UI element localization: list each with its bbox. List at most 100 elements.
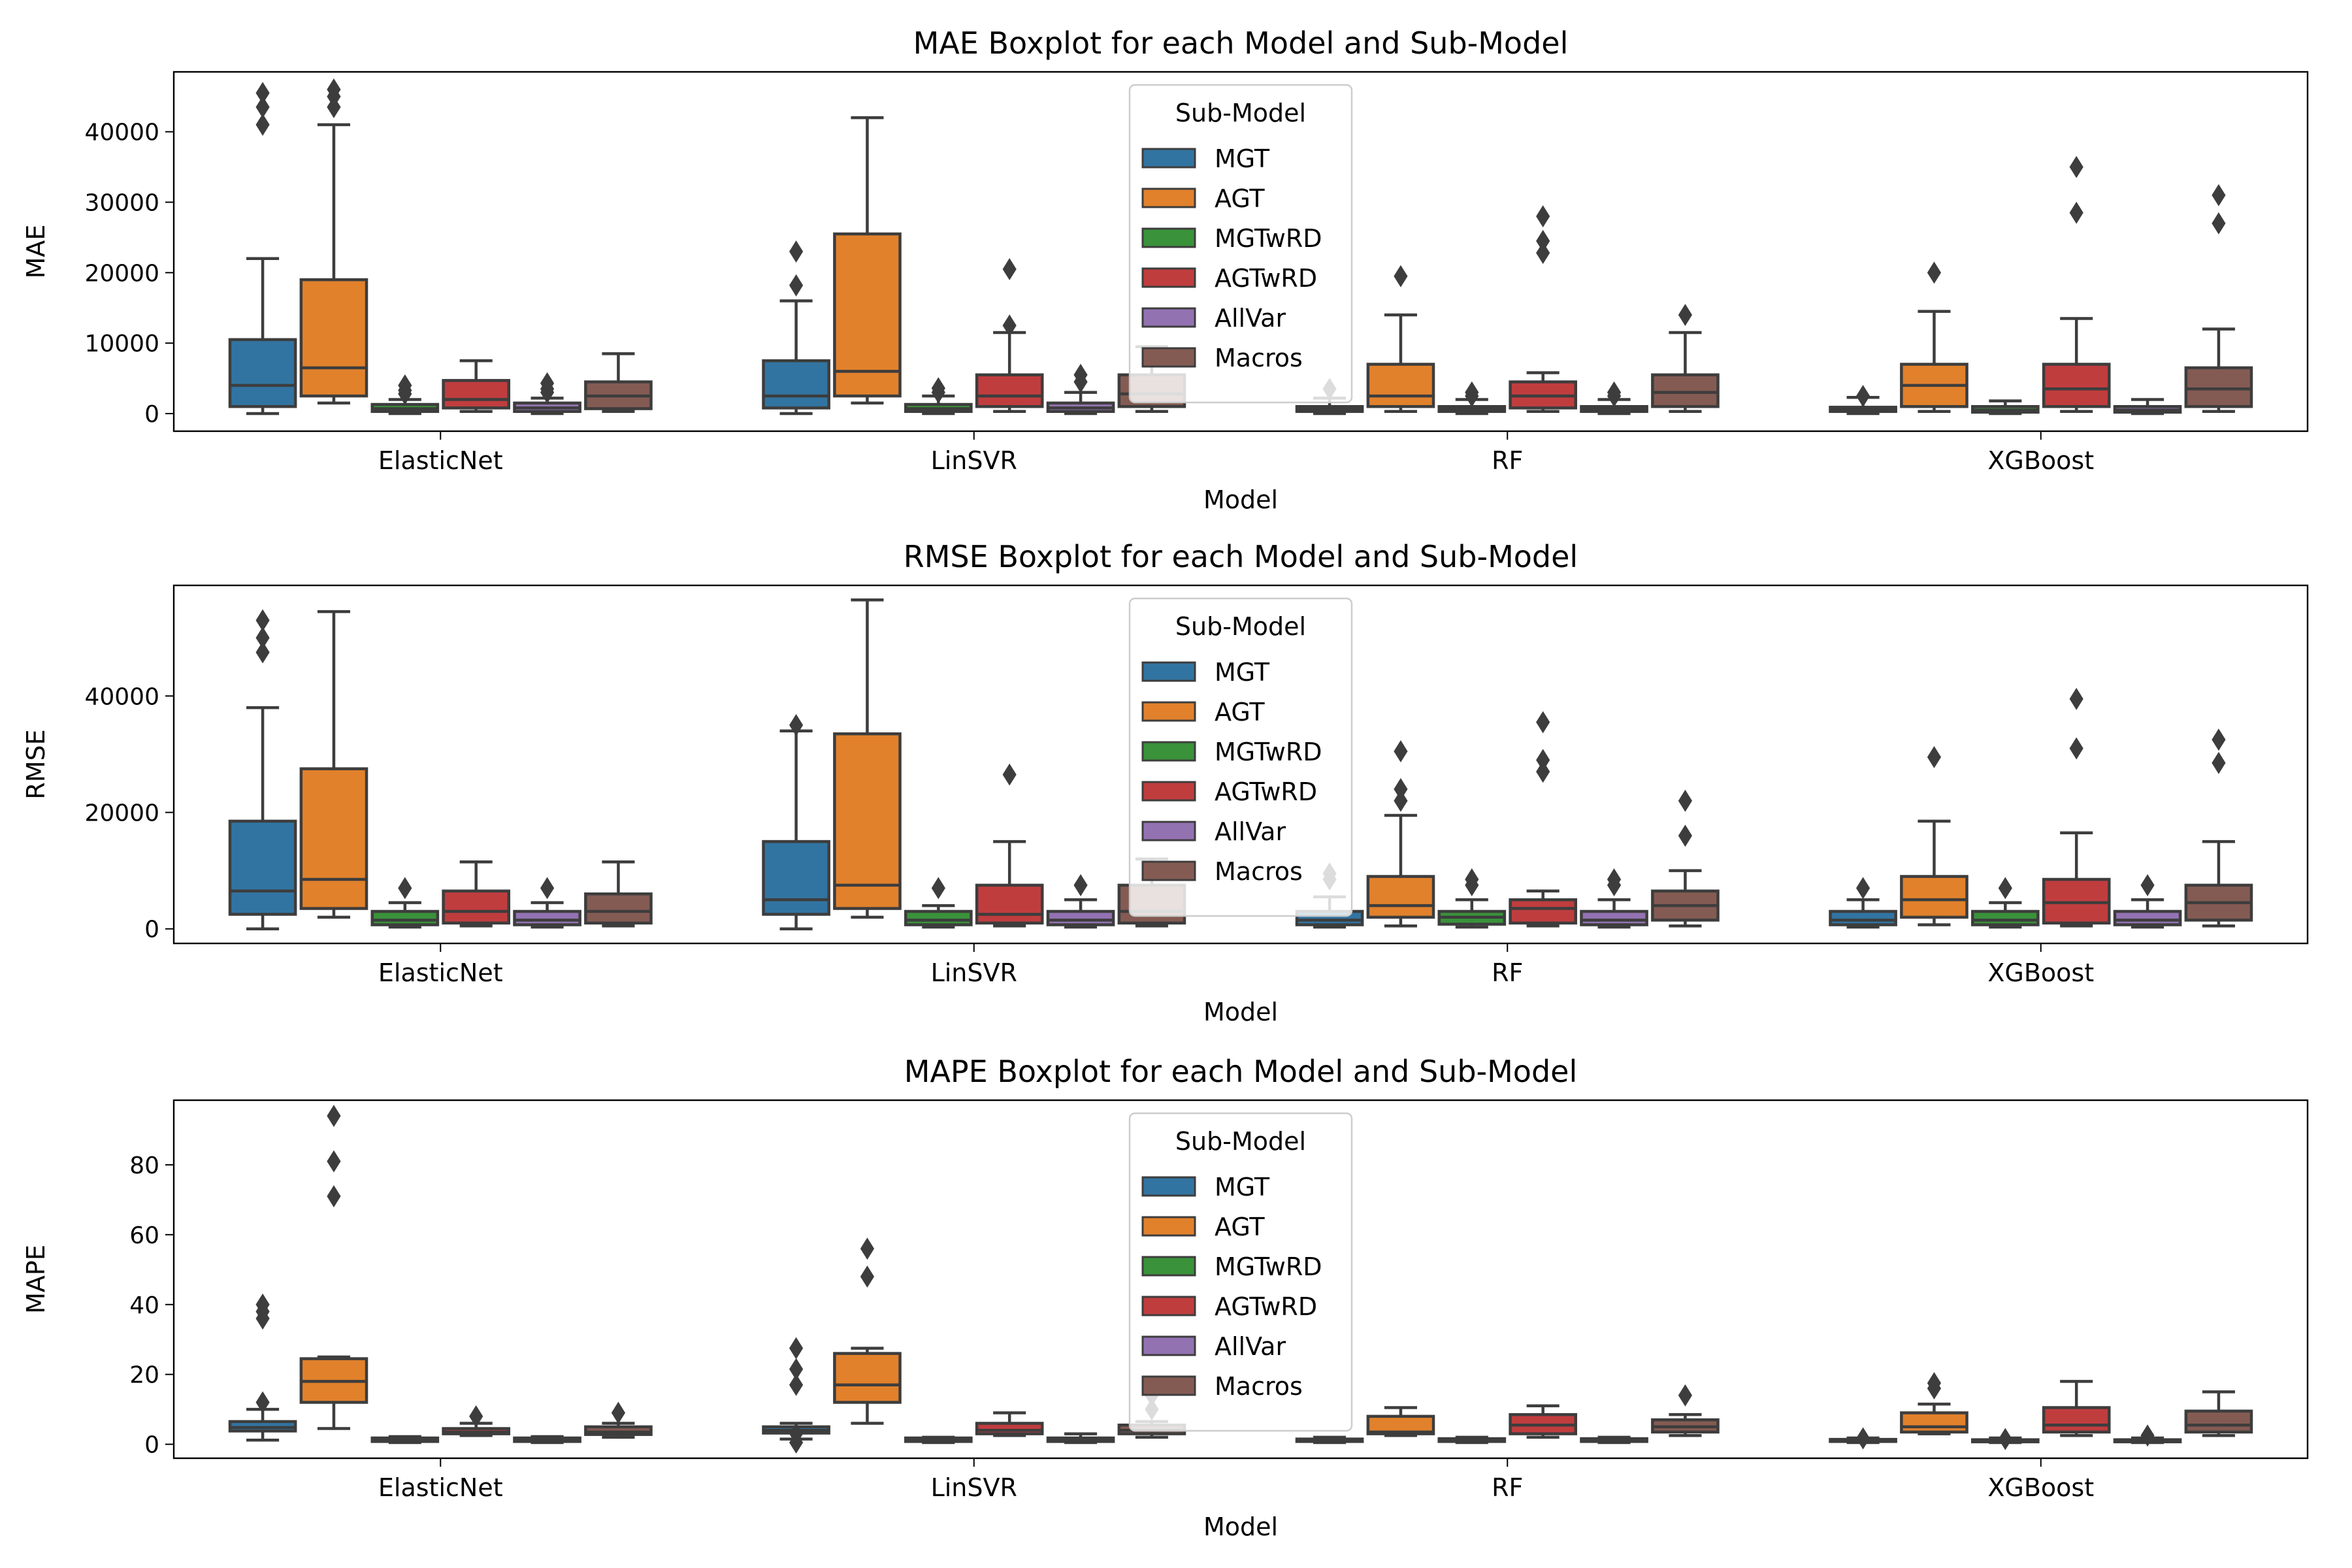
box-mgtwrd-linsvr: [904, 877, 973, 929]
box-agtwrd-xgboost: [2042, 687, 2111, 928]
outlier-point: [931, 877, 945, 900]
outlier-point: [327, 1185, 341, 1207]
box-agt-elasticnet: [299, 78, 368, 405]
box-agtwrd-linsvr: [975, 763, 1044, 928]
x-tick-label: ElasticNet: [378, 1473, 503, 1502]
outlier-point: [1536, 749, 1550, 772]
outlier-point: [1002, 763, 1017, 786]
box-agtwrd-elasticnet: [442, 359, 511, 414]
box-body: [975, 373, 1044, 408]
outlier-point: [327, 1105, 341, 1128]
box-body: [584, 892, 653, 925]
box-macros-rf: [1651, 789, 1720, 928]
box-agtwrd-linsvr: [975, 258, 1044, 414]
outlier-point: [1607, 868, 1622, 890]
box-allvar-xgboost: [2113, 1424, 2182, 1447]
legend: Sub-Model MGT AGT MGTwRD AGTwRD AllVar Macros: [1128, 1112, 1353, 1432]
outlier-point: [789, 1358, 804, 1380]
outlier-point: [255, 113, 270, 136]
box-agt-linsvr: [833, 598, 902, 919]
legend-swatch-agt: [1141, 188, 1196, 208]
box-agtwrd-linsvr: [975, 1411, 1044, 1437]
y-axis-label: MAE: [22, 225, 50, 279]
chart-title: MAPE Boxplot for each Model and Sub-Mode…: [904, 1054, 1577, 1089]
y-tick-label: 80: [129, 1152, 159, 1179]
box-mgt-linsvr: [762, 713, 830, 930]
legend-title: Sub-Model: [1175, 99, 1306, 127]
legend-title: Sub-Model: [1175, 1127, 1306, 1156]
box-body: [1829, 909, 1897, 926]
box-allvar-linsvr: [1046, 363, 1115, 416]
box-mgt-elasticnet: [228, 82, 297, 416]
x-tick-label: XGBoost: [1987, 1473, 2094, 1502]
box-body: [442, 379, 511, 410]
legend-label-agtwrd: AGTwRD: [1215, 1292, 1317, 1321]
legend-title: Sub-Model: [1175, 612, 1306, 641]
box-body: [228, 338, 297, 408]
box-body: [833, 1352, 902, 1404]
y-tick-label: 20: [129, 1362, 159, 1389]
box-macros-elasticnet: [584, 860, 653, 928]
outlier-point: [2069, 737, 2083, 760]
outlier-point: [1998, 877, 2012, 900]
legend-swatch-macros: [1141, 1375, 1196, 1396]
outlier-point: [2212, 751, 2226, 774]
panel-mae: MAE Boxplot for each Model and Sub-Model…: [22, 25, 2309, 514]
legend-label-agtwrd: AGTwRD: [1215, 777, 1317, 806]
outlier-point: [789, 713, 804, 736]
outlier-point: [789, 1337, 804, 1360]
legend-label-mgt: MGT: [1215, 144, 1270, 173]
x-tick-label: RF: [1492, 958, 1523, 987]
outlier-point: [1855, 385, 1870, 408]
box-body: [1970, 909, 2040, 926]
outlier-point: [1536, 242, 1550, 265]
box-mgtwrd-rf: [1437, 868, 1507, 929]
legend-label-macros: Macros: [1215, 857, 1303, 886]
x-tick-label: LinSVR: [931, 958, 1017, 987]
box-mgtwrd-rf: [1437, 1435, 1507, 1445]
box-mgt-xgboost: [1829, 385, 1897, 416]
box-body: [442, 889, 511, 925]
y-tick-label: 60: [129, 1222, 159, 1249]
outlier-point: [2212, 184, 2226, 206]
legend-swatch-mgtwrd: [1141, 1256, 1196, 1277]
box-mgtwrd-elasticnet: [370, 877, 440, 929]
outlier-point: [1002, 314, 1017, 337]
box-body: [975, 1422, 1044, 1435]
outlier-point: [1002, 258, 1017, 280]
outlier-point: [931, 377, 945, 400]
outlier-point: [398, 877, 412, 900]
box-mgtwrd-linsvr: [904, 1435, 973, 1445]
outlier-point: [2069, 201, 2083, 224]
outlier-point: [611, 1401, 626, 1424]
box-body: [904, 909, 973, 926]
box-mgtwrd-xgboost: [1970, 399, 2040, 416]
outlier-point: [1073, 874, 1088, 896]
box-agt-elasticnet: [299, 610, 368, 919]
legend-label-mgtwrd: MGTwRD: [1215, 738, 1322, 766]
y-axis-label: MAPE: [22, 1245, 50, 1314]
box-agt-linsvr: [833, 116, 902, 405]
legend: Sub-Model MGT AGT MGTwRD AGTwRD AllVar Macros: [1128, 84, 1353, 404]
box-body: [228, 819, 297, 916]
outlier-point: [1394, 789, 1408, 812]
legend-swatch-mgtwrd: [1141, 741, 1196, 762]
x-tick-label: XGBoost: [1987, 958, 2094, 987]
y-tick-label: 40: [129, 1292, 159, 1319]
outlier-point: [255, 1391, 270, 1414]
box-agtwrd-rf: [1509, 1404, 1578, 1439]
y-tick-label: 40000: [84, 683, 159, 710]
outlier-point: [1927, 745, 1942, 768]
plot-area: [172, 584, 2309, 945]
box-body: [762, 840, 830, 916]
outlier-point: [789, 274, 804, 297]
box-agt-elasticnet: [299, 1105, 368, 1430]
outlier-point: [255, 95, 270, 118]
box-agt-xgboost: [1900, 261, 1968, 414]
outlier-point: [1855, 877, 1870, 900]
box-mgtwrd-xgboost: [1970, 877, 2040, 929]
legend-label-macros: Macros: [1215, 344, 1303, 372]
x-axis-label: Model: [1203, 485, 1278, 514]
box-mgt-xgboost: [1829, 877, 1897, 929]
box-mgt-linsvr: [762, 240, 830, 416]
